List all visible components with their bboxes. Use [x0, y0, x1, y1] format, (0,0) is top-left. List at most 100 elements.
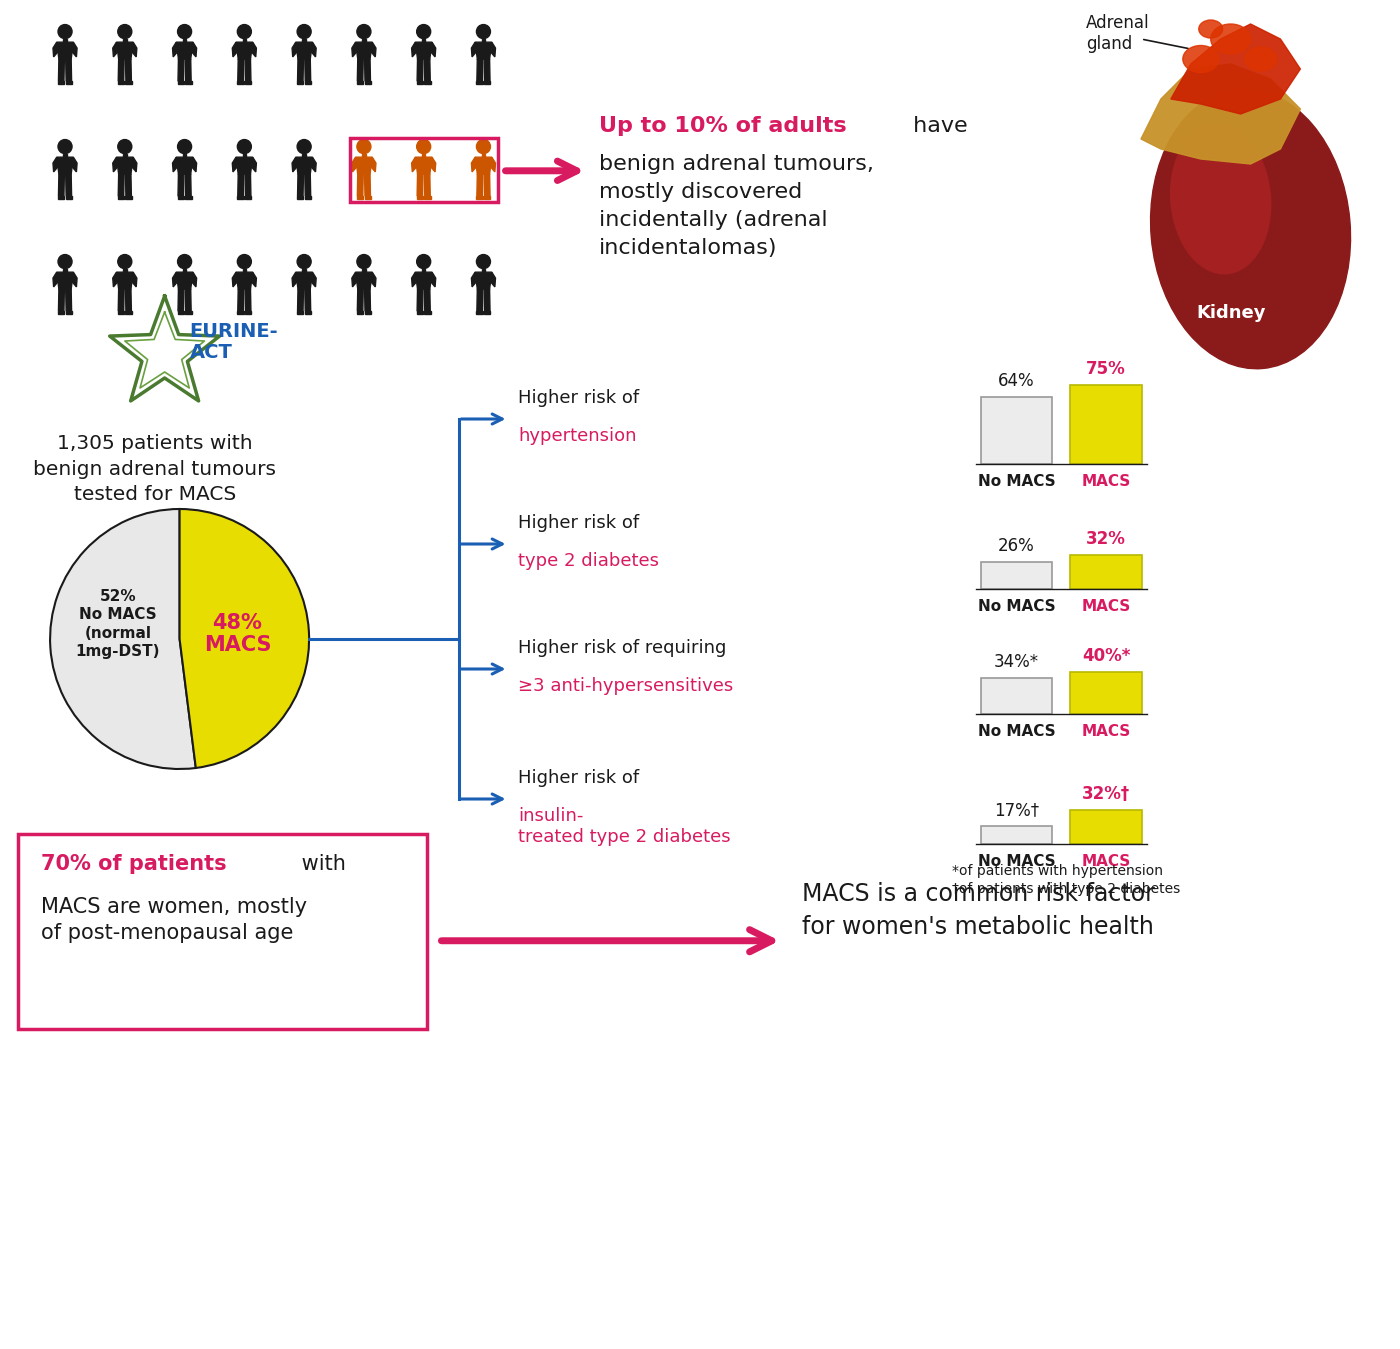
Circle shape [417, 24, 431, 39]
Polygon shape [417, 289, 423, 312]
Polygon shape [364, 59, 371, 81]
Polygon shape [484, 59, 490, 81]
Polygon shape [185, 81, 192, 84]
Bar [1070, 386, 1142, 464]
Text: Higher risk of: Higher risk of [518, 389, 640, 407]
Bar [1070, 672, 1142, 714]
Polygon shape [477, 289, 483, 312]
Text: *of patients with hypertension
†of patients with type 2 diabetes: *of patients with hypertension †of patie… [952, 863, 1180, 896]
Polygon shape [178, 312, 183, 314]
Polygon shape [59, 289, 64, 312]
Polygon shape [484, 289, 490, 312]
Polygon shape [238, 289, 244, 312]
Polygon shape [363, 154, 365, 158]
Polygon shape [412, 272, 416, 287]
Polygon shape [356, 272, 372, 289]
Polygon shape [66, 289, 71, 312]
Circle shape [357, 139, 371, 154]
Polygon shape [245, 174, 251, 196]
Polygon shape [293, 42, 297, 57]
Polygon shape [126, 289, 132, 312]
Polygon shape [232, 42, 237, 57]
Polygon shape [126, 196, 132, 198]
Wedge shape [50, 509, 196, 769]
Polygon shape [63, 154, 67, 158]
Text: 64%: 64% [998, 372, 1035, 390]
Text: MACS: MACS [1081, 854, 1131, 869]
Text: MACS: MACS [1081, 724, 1131, 739]
Polygon shape [431, 272, 435, 287]
Polygon shape [183, 39, 186, 42]
Text: with: with [295, 854, 346, 874]
Polygon shape [472, 272, 476, 287]
Polygon shape [484, 81, 490, 84]
Text: 48%
MACS: 48% MACS [203, 612, 272, 656]
Polygon shape [295, 158, 312, 174]
Polygon shape [475, 158, 491, 174]
Polygon shape [252, 272, 256, 287]
Circle shape [118, 255, 132, 268]
Polygon shape [73, 272, 77, 287]
Polygon shape [364, 174, 371, 196]
Polygon shape [312, 158, 316, 171]
Polygon shape [491, 158, 496, 171]
Polygon shape [312, 42, 316, 57]
Circle shape [178, 139, 192, 154]
Polygon shape [351, 272, 356, 287]
Polygon shape [57, 196, 64, 198]
Polygon shape [245, 312, 252, 314]
Polygon shape [185, 312, 192, 314]
Polygon shape [297, 81, 304, 84]
Polygon shape [484, 312, 490, 314]
Polygon shape [484, 196, 490, 198]
Polygon shape [363, 39, 365, 42]
Polygon shape [364, 289, 371, 312]
Wedge shape [179, 509, 309, 768]
Polygon shape [176, 272, 193, 289]
Polygon shape [1141, 63, 1301, 165]
Polygon shape [417, 59, 423, 81]
Polygon shape [185, 59, 192, 81]
Polygon shape [484, 174, 490, 196]
Polygon shape [113, 158, 118, 171]
Polygon shape [295, 42, 312, 59]
Circle shape [476, 24, 490, 39]
Bar [1070, 556, 1142, 590]
Polygon shape [238, 81, 244, 84]
Polygon shape [357, 289, 363, 312]
Text: Higher risk of: Higher risk of [518, 769, 640, 786]
Polygon shape [371, 42, 377, 57]
Polygon shape [57, 312, 64, 314]
Polygon shape [183, 268, 186, 272]
Polygon shape [56, 272, 73, 289]
Polygon shape [59, 59, 64, 81]
Bar [980, 679, 1053, 714]
Polygon shape [305, 174, 311, 196]
Polygon shape [417, 312, 423, 314]
Polygon shape [421, 268, 426, 272]
Circle shape [297, 139, 311, 154]
Polygon shape [172, 42, 176, 57]
Polygon shape [53, 42, 57, 57]
Polygon shape [298, 174, 304, 196]
Circle shape [297, 255, 311, 268]
Text: 32%: 32% [1086, 530, 1126, 549]
Polygon shape [305, 81, 311, 84]
Polygon shape [312, 272, 316, 287]
Polygon shape [242, 154, 246, 158]
Text: Adrenal
gland: Adrenal gland [1086, 13, 1149, 53]
Circle shape [238, 139, 252, 154]
Circle shape [57, 24, 71, 39]
Polygon shape [421, 154, 426, 158]
Polygon shape [126, 81, 132, 84]
Circle shape [178, 24, 192, 39]
Polygon shape [476, 312, 483, 314]
Polygon shape [482, 268, 486, 272]
Text: MACS: MACS [1081, 473, 1131, 488]
Text: MACS are women, mostly
of post-menopausal age: MACS are women, mostly of post-menopausa… [41, 897, 307, 943]
Polygon shape [245, 81, 252, 84]
Text: Kidney: Kidney [1196, 304, 1266, 322]
Polygon shape [364, 312, 371, 314]
Circle shape [417, 139, 431, 154]
Polygon shape [118, 59, 125, 81]
